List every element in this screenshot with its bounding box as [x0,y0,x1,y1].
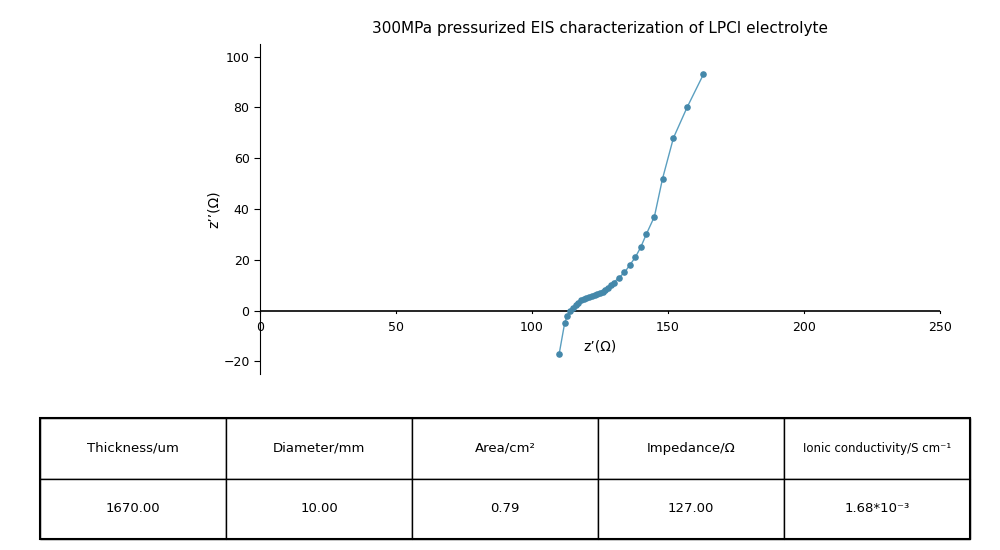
Point [655,174,671,183]
Point [578,294,594,302]
Text: Area/cm²: Area/cm² [475,442,535,455]
Point [592,288,608,297]
Point [559,311,575,320]
Point [627,253,643,262]
Text: Ionic conductivity/S cm⁻¹: Ionic conductivity/S cm⁻¹ [803,442,951,455]
Bar [40,418,226,478]
X-axis label: z’(Ω): z’(Ω) [583,339,617,354]
Point [562,306,578,315]
Title: 300MPa pressurized EIS characterization of LPCI electrolyte: 300MPa pressurized EIS characterization … [372,21,828,36]
Bar [412,478,598,539]
Bar [784,418,970,478]
Point [611,273,627,282]
Point [565,304,581,312]
Bar [784,478,970,539]
Point [606,278,622,287]
Text: Impedance/Ω: Impedance/Ω [647,442,735,455]
Point [679,103,695,112]
Point [570,299,586,307]
Point [646,212,662,221]
Bar [226,418,412,478]
Point [622,261,638,270]
Point [665,134,681,142]
Point [600,283,616,292]
Text: Diameter/mm: Diameter/mm [273,442,365,455]
Point [587,291,603,300]
Bar [40,478,226,539]
Point [597,286,613,295]
Text: 10.00: 10.00 [300,502,338,515]
Text: 0.79: 0.79 [490,502,520,515]
Point [638,230,654,239]
Point [633,243,649,251]
Point [595,287,611,296]
Point [616,268,632,277]
Point [695,70,711,79]
Text: 1.68*10⁻³: 1.68*10⁻³ [844,502,910,515]
Y-axis label: z’’(Ω): z’’(Ω) [206,190,220,228]
Bar [598,418,784,478]
Bar [226,478,412,539]
Text: 127.00: 127.00 [668,502,714,515]
Point [568,301,584,310]
Point [573,296,589,305]
Point [551,349,567,358]
Bar [598,478,784,539]
Text: Thickness/um: Thickness/um [87,442,179,455]
Bar [412,418,598,478]
Point [603,280,619,289]
Point [576,295,592,304]
Point [584,292,600,300]
Point [581,292,597,301]
Point [557,319,573,328]
Text: 1670.00: 1670.00 [106,502,160,515]
Point [589,290,605,299]
